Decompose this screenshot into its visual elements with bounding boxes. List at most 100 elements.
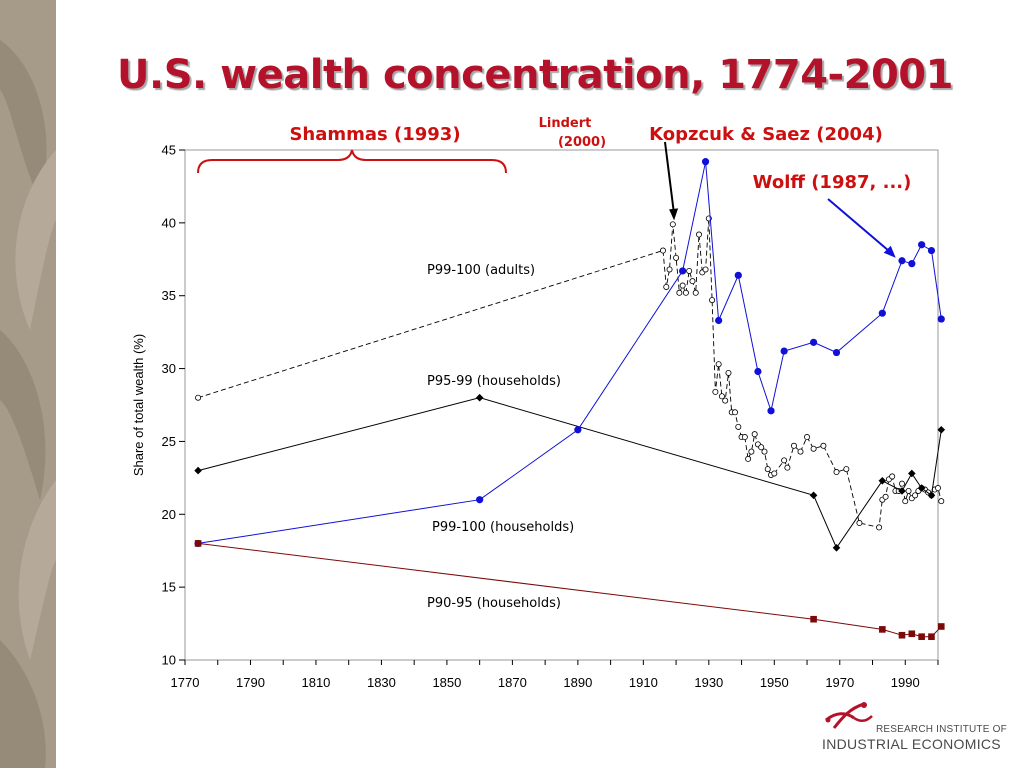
series-line-p90-95-households: [198, 542, 942, 638]
data-point: [935, 485, 942, 492]
data-point: [701, 158, 710, 166]
shammas-brace: [197, 149, 507, 174]
data-point: [767, 407, 775, 415]
data-point: [679, 267, 687, 275]
institute-logo: RESEARCH INSTITUTE OF INDUSTRIAL ECONOMI…: [818, 700, 1008, 756]
data-point: [938, 498, 945, 505]
data-point: [761, 448, 768, 455]
series-p90-95-households: [194, 540, 945, 640]
data-point: [735, 423, 742, 430]
data-point: [797, 448, 804, 455]
x-tick-label: 1910: [629, 675, 658, 690]
x-tick-label: 1770: [171, 675, 200, 690]
data-point: [686, 267, 693, 274]
x-tick-label: 1870: [498, 675, 527, 690]
data-point: [928, 633, 935, 640]
data-point: [676, 289, 683, 296]
y-tick-label: 40: [162, 215, 176, 230]
data-point: [781, 457, 788, 464]
data-point: [673, 254, 680, 261]
decorative-side-strip: [0, 0, 56, 768]
data-point: [832, 544, 841, 552]
x-tick-label: 1810: [301, 675, 330, 690]
y-tick-label: 15: [162, 580, 176, 595]
series-p95-99-households: [194, 393, 946, 552]
data-point: [905, 487, 912, 494]
series-p99-100-adults: [195, 215, 945, 531]
data-point: [898, 257, 906, 265]
x-tick-label: 1950: [760, 675, 789, 690]
data-point: [810, 615, 817, 623]
series-label-p95-99-households: P95-99 (households): [427, 374, 561, 389]
lindert-arrow-line: [664, 141, 676, 215]
data-point: [712, 388, 719, 395]
data-point: [833, 469, 840, 476]
series-line-p99-100-households: [198, 161, 942, 544]
annotation-wolff-1987: Wolff (1987, ...): [753, 172, 912, 193]
y-axis-label: Share of total wealth (%): [131, 334, 146, 476]
data-point: [194, 466, 202, 475]
data-point: [878, 309, 886, 317]
series-labels-layer: P99-100 (adults) P95-99 (households) P99-1…: [427, 263, 574, 611]
axes-layer: 10 15 20 25 30 35 40 45 1770 1790 1810 1830 1850 1870…: [162, 143, 939, 690]
annotation-lindert-2000-line2: (2000): [558, 135, 606, 150]
data-point: [918, 241, 926, 249]
data-point: [879, 626, 886, 633]
data-point: [732, 409, 739, 416]
data-point: [722, 397, 729, 404]
page-title: U.S. wealth concentration, 1774-2001: [117, 52, 953, 98]
series-line-p95-99-households: [197, 397, 942, 549]
data-point: [937, 623, 945, 630]
data-point: [810, 445, 817, 452]
data-point: [689, 278, 696, 285]
data-point: [702, 266, 709, 273]
data-point: [804, 434, 811, 441]
data-point: [912, 492, 919, 499]
data-point: [927, 491, 936, 500]
y-tick-label: 20: [162, 507, 176, 522]
data-point: [669, 221, 676, 228]
data-point: [574, 426, 582, 434]
data-point: [663, 283, 670, 290]
data-point: [937, 425, 946, 434]
annotations-layer: Shammas (1993) Lindert (2000) Kopzcuk & Sae…: [197, 116, 912, 258]
data-point: [725, 369, 732, 376]
data-point: [692, 289, 699, 296]
data-point: [771, 470, 778, 477]
data-point: [908, 630, 916, 638]
wolff-arrow-head: [883, 245, 896, 258]
data-point: [475, 393, 484, 402]
x-tick-label: 1790: [236, 675, 265, 690]
data-point: [659, 247, 666, 254]
x-tick-label: 1930: [694, 675, 723, 690]
data-point: [856, 520, 863, 527]
y-tick-label: 25: [162, 434, 176, 449]
series-label-p99-100-adults: P99-100 (adults): [427, 263, 535, 278]
data-point: [476, 496, 484, 504]
data-point: [878, 476, 887, 485]
data-point: [898, 631, 906, 639]
data-point: [809, 338, 818, 346]
data-point: [832, 348, 841, 357]
y-tick-label: 45: [162, 143, 176, 158]
data-point: [809, 491, 818, 500]
x-tick-label: 1970: [825, 675, 854, 690]
data-point: [937, 315, 945, 323]
data-point: [709, 297, 716, 304]
data-point: [751, 431, 758, 438]
data-point: [679, 282, 686, 289]
data-point: [745, 455, 752, 462]
y-tick-label: 10: [162, 653, 176, 668]
data-point: [843, 466, 850, 473]
series-layer: [194, 158, 946, 640]
data-point: [898, 480, 905, 487]
data-point: [889, 473, 896, 480]
data-point: [195, 394, 202, 401]
x-tick-label: 1890: [563, 675, 592, 690]
sprout-logo-icon: [825, 702, 873, 729]
data-point: [682, 289, 689, 296]
wolff-arrow-line: [827, 198, 890, 252]
data-point: [917, 484, 926, 492]
x-tick-label: 1830: [367, 675, 396, 690]
data-point: [820, 442, 827, 449]
